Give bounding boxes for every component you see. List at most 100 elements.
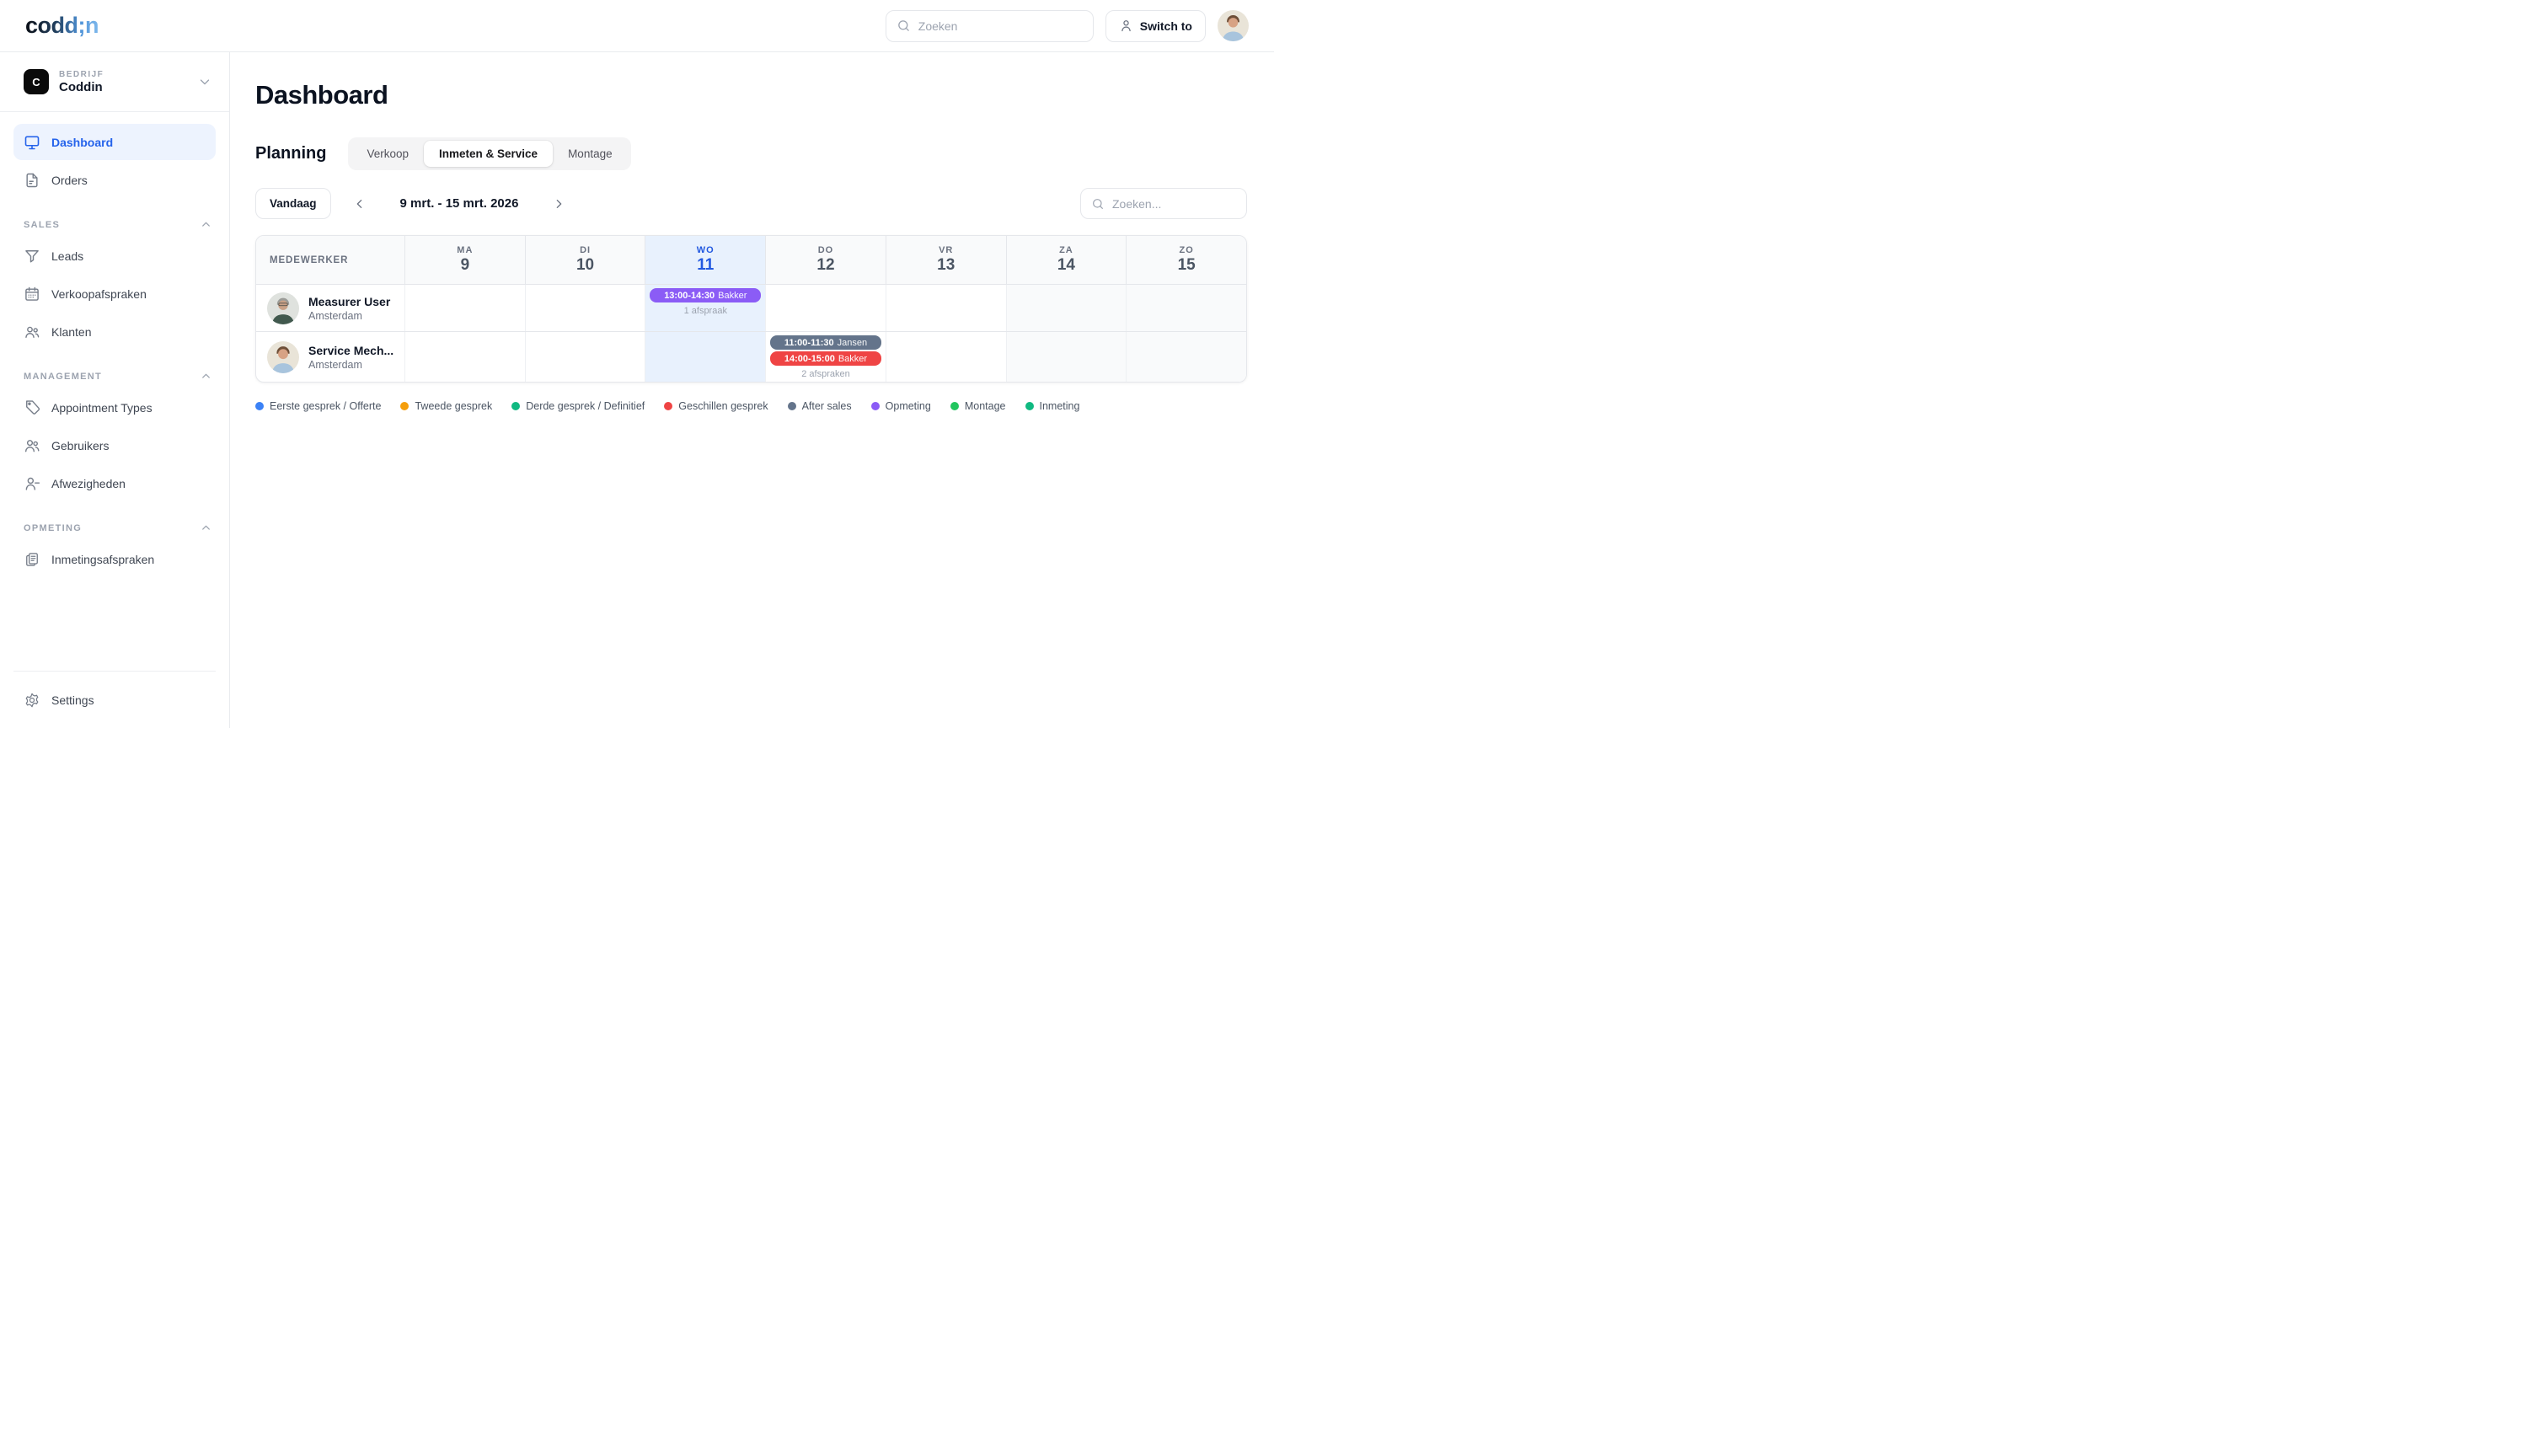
schedule-table: MEDEWERKER MA 9 DI 10 WO 11 DO 12 VR 13 <box>255 235 1247 383</box>
appointment-pill[interactable]: 13:00-14:30 Bakker <box>650 288 762 302</box>
sidebar-item-label: Dashboard <box>51 135 114 149</box>
avatar-photo <box>1218 10 1249 41</box>
day-header-ma: MA 9 <box>404 236 525 284</box>
previous-week-button[interactable] <box>348 192 372 216</box>
sidebar-item-label: Klanten <box>51 324 92 339</box>
sidebar-item-settings[interactable]: Settings <box>13 682 216 718</box>
sidebar-section-opmeting[interactable]: OPMETING <box>24 522 212 534</box>
sidebar-item-verkoopafspraken[interactable]: Verkoopafspraken <box>13 276 216 312</box>
document-icon <box>26 173 38 187</box>
legend-dot <box>400 402 410 410</box>
legend-item: Opmeting <box>870 400 931 412</box>
calendar-icon <box>25 286 39 301</box>
sidebar-item-gebruikers[interactable]: Gebruikers <box>13 427 216 463</box>
app-logo[interactable]: codd;n <box>25 13 99 38</box>
employee-column-header: MEDEWERKER <box>256 236 404 284</box>
chevron-left-icon <box>356 199 361 208</box>
users-icon <box>25 326 40 338</box>
sidebar-item-label: Inmetingsafspraken <box>51 552 155 566</box>
sidebar-item-label: Verkoopafspraken <box>51 286 147 301</box>
sidebar-section-management[interactable]: MANAGEMENT <box>24 370 212 383</box>
legend-item: Montage <box>950 400 1006 412</box>
planning-tabs: Verkoop Inmeten & Service Montage <box>348 137 631 170</box>
sidebar-item-inmetingsafspraken[interactable]: Inmetingsafspraken <box>13 541 216 577</box>
sidebar-item-orders[interactable]: Orders <box>13 162 216 198</box>
divider <box>13 671 216 672</box>
sidebar-item-klanten[interactable]: Klanten <box>13 313 216 350</box>
section-title: MANAGEMENT <box>24 371 103 382</box>
section-title: SALES <box>24 219 61 230</box>
schedule-row-service-mechanic: Service Mech... Amsterdam 11:00-11:30 Ja… <box>256 331 1246 382</box>
legend-dot <box>1025 402 1034 410</box>
planning-heading: Planning <box>255 144 327 163</box>
sidebar-item-afwezigheden[interactable]: Afwezigheden <box>13 465 216 501</box>
sidebar-item-appointment-types[interactable]: Appointment Types <box>13 389 216 426</box>
day-cell-today <box>645 332 766 382</box>
schedule-search[interactable] <box>1080 188 1247 219</box>
tag-icon <box>26 399 40 415</box>
global-search[interactable] <box>885 9 1094 42</box>
sidebar-footer: Settings <box>0 671 229 728</box>
user-icon <box>1121 20 1131 32</box>
main-content: Dashboard Planning Verkoop Inmeten & Ser… <box>230 52 1274 728</box>
switch-to-button[interactable]: Switch to <box>1105 9 1206 42</box>
sidebar-item-dashboard[interactable]: Dashboard <box>13 124 216 160</box>
legend-dot <box>255 402 264 410</box>
day-cell-weekend <box>1126 285 1246 331</box>
sidebar-item-label: Gebruikers <box>51 438 110 452</box>
sidebar-item-leads[interactable]: Leads <box>13 238 216 274</box>
tab-verkoop[interactable]: Verkoop <box>367 147 409 160</box>
day-cell-weekend <box>1005 332 1127 382</box>
employee-cell[interactable]: Service Mech... Amsterdam <box>256 332 404 382</box>
topbar-actions: Switch to <box>885 9 1249 42</box>
app-root: codd;n Switch to C BEDRIJF Coddin <box>0 0 1274 728</box>
appointment-count: 1 afspraak <box>683 306 727 316</box>
global-search-input[interactable] <box>918 19 1083 33</box>
legend-item: Geschillen gesprek <box>664 400 768 412</box>
employee-avatar <box>267 292 299 324</box>
day-cell <box>404 285 525 331</box>
company-selector[interactable]: C BEDRIJF Coddin <box>0 52 229 112</box>
sidebar-item-label: Leads <box>51 249 84 263</box>
chevron-up-icon <box>202 222 210 227</box>
today-button[interactable]: Vandaag <box>255 188 331 219</box>
employee-location: Amsterdam <box>308 309 362 322</box>
legend-item: After sales <box>787 400 852 412</box>
day-header-do: DO 12 <box>765 236 886 284</box>
employee-avatar <box>267 340 299 373</box>
company-text: BEDRIJF Coddin <box>59 70 187 94</box>
day-cell <box>885 285 1006 331</box>
employee-cell[interactable]: Measurer User Amsterdam <box>256 285 404 331</box>
chevron-up-icon <box>202 525 210 530</box>
tab-inmeten-service[interactable]: Inmeten & Service <box>424 141 554 167</box>
page-title: Dashboard <box>255 80 388 110</box>
day-cell-weekend <box>1005 285 1127 331</box>
appointment-pill[interactable]: 14:00-15:00 Bakker <box>770 351 881 366</box>
planning-header: Planning Verkoop Inmeten & Service Monta… <box>255 137 1247 170</box>
day-cell <box>524 332 645 382</box>
day-cell-weekend <box>1126 332 1246 382</box>
company-label: BEDRIJF <box>59 69 104 79</box>
appointment-pill[interactable]: 11:00-11:30 Jansen <box>770 335 881 350</box>
user-avatar[interactable] <box>1218 10 1249 41</box>
day-header-za: ZA 14 <box>1005 236 1127 284</box>
schedule-search-input[interactable] <box>1112 196 1236 211</box>
sidebar-section-sales[interactable]: SALES <box>24 218 212 231</box>
legend-item: Derde gesprek / Definitief <box>511 400 645 412</box>
legend-item: Inmeting <box>1025 400 1079 412</box>
company-name: Coddin <box>59 79 103 94</box>
sidebar-item-label: Orders <box>51 173 88 187</box>
day-header-wo-today: WO 11 <box>645 236 766 284</box>
switch-to-label: Switch to <box>1139 19 1192 33</box>
sidebar-item-label: Settings <box>51 693 94 707</box>
chevron-up-icon <box>202 373 210 378</box>
day-cell <box>524 285 645 331</box>
next-week-button[interactable] <box>547 192 570 216</box>
day-cell: 11:00-11:30 Jansen 14:00-15:00 Bakker 2 … <box>765 332 886 382</box>
tab-montage[interactable]: Montage <box>568 147 613 160</box>
clipboard-icon <box>26 552 38 566</box>
section-title: OPMETING <box>24 522 83 533</box>
legend-dot <box>664 402 673 410</box>
sidebar-nav: Dashboard Orders SALES Leads Verkoopafsp… <box>0 112 229 671</box>
user-minus-icon <box>25 477 40 490</box>
